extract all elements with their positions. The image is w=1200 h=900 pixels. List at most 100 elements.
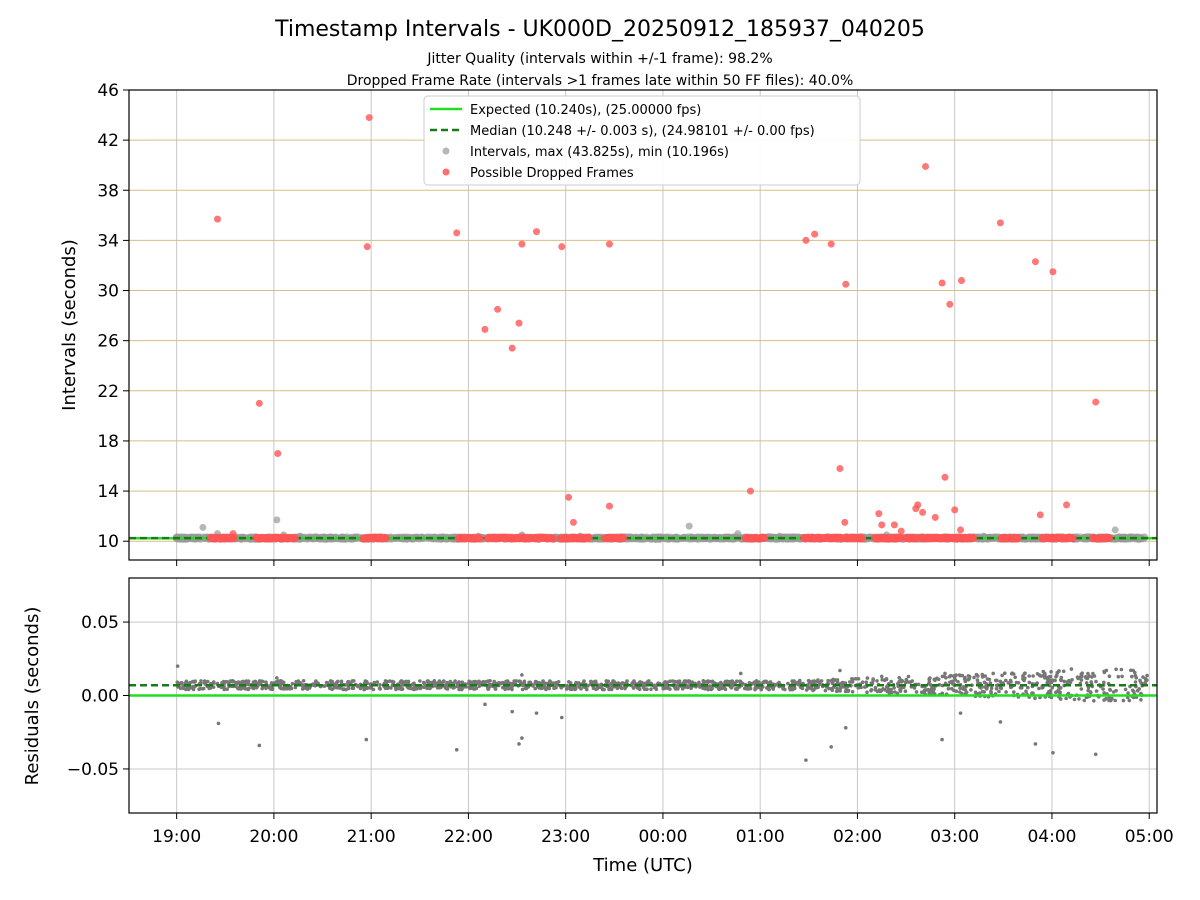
residual-point xyxy=(314,679,318,683)
residual-point xyxy=(1121,698,1126,703)
residual-point xyxy=(506,686,511,691)
residual-point xyxy=(179,681,184,685)
legend-box xyxy=(423,95,861,186)
residual-point xyxy=(1021,677,1025,681)
residual-point xyxy=(1102,680,1106,685)
residual-point xyxy=(903,680,908,685)
residual-point xyxy=(873,688,878,692)
x-tick-label: 00:00 xyxy=(638,827,687,847)
residual-point xyxy=(433,684,438,688)
residual-point xyxy=(956,680,960,684)
residual-point xyxy=(1037,673,1042,677)
dropped-frame-point xyxy=(1013,534,1022,542)
residual-point xyxy=(823,688,828,693)
residual-point xyxy=(554,681,558,685)
residual-point xyxy=(365,686,369,690)
dropped-frame-point xyxy=(214,215,222,223)
dropped-frame-point xyxy=(1049,268,1057,276)
residual-point xyxy=(850,680,855,684)
residual-point xyxy=(412,687,417,692)
legend-intervals-swatch xyxy=(442,147,450,155)
residual-point xyxy=(668,679,672,683)
residual-point xyxy=(904,677,909,682)
residual-point xyxy=(807,681,812,685)
residual-point xyxy=(517,679,522,683)
residual-point xyxy=(301,679,306,683)
residual-point xyxy=(221,679,226,684)
residual-point xyxy=(1037,686,1041,691)
residual-point xyxy=(1107,674,1112,678)
dropped-frame-point xyxy=(931,513,939,521)
residual-point xyxy=(1033,742,1038,746)
residual-point xyxy=(1026,685,1030,690)
residual-point xyxy=(600,687,605,691)
residual-point xyxy=(735,679,739,683)
x-tick-label: 04:00 xyxy=(1027,827,1076,847)
residual-point xyxy=(1135,688,1140,693)
residual-point xyxy=(425,679,430,683)
residual-point xyxy=(1113,698,1117,703)
residual-point xyxy=(512,680,517,684)
interval-point xyxy=(199,523,207,531)
residual-point xyxy=(1045,681,1049,685)
legend-dropped-swatch xyxy=(442,168,450,176)
dropped-frame-point xyxy=(229,530,237,538)
dropped-frame-point xyxy=(938,279,946,287)
residual-point xyxy=(454,748,459,752)
dropped-frame-point xyxy=(760,533,769,542)
residual-point xyxy=(399,679,404,683)
legend-intervals-label: Intervals, max (43.825s), min (10.196s) xyxy=(470,145,729,160)
residual-point xyxy=(1102,691,1106,695)
residual-point xyxy=(966,677,970,682)
dropped-frame-point xyxy=(363,243,371,251)
residual-point xyxy=(408,686,413,690)
residual-point xyxy=(1143,681,1147,685)
x-tick-label: 19:00 xyxy=(152,827,201,847)
dropped-frame-point xyxy=(941,473,949,481)
residual-point xyxy=(936,677,941,682)
residual-point xyxy=(948,680,952,685)
residual-point xyxy=(619,686,624,691)
residual-point xyxy=(261,679,265,684)
residual-point xyxy=(985,677,990,681)
residual-point xyxy=(1051,750,1055,755)
residual-point xyxy=(765,686,769,690)
residual-point xyxy=(843,726,848,730)
residual-point xyxy=(615,686,620,691)
intervals-panel: 10 14 18 22 26 30 34 38 42 46 xyxy=(97,81,1158,566)
residual-point xyxy=(503,681,508,685)
residual-point xyxy=(885,685,889,689)
residual-point xyxy=(1127,698,1132,703)
residual-point xyxy=(257,743,262,748)
residual-point xyxy=(1083,675,1088,679)
residual-point xyxy=(758,686,763,690)
residual-point xyxy=(1057,669,1061,673)
residual-point xyxy=(1084,681,1089,685)
residual-point xyxy=(912,686,917,690)
residual-point xyxy=(282,687,286,691)
residual-point xyxy=(589,679,593,684)
x-axis-label: Time (UTC) xyxy=(592,855,693,876)
residual-point xyxy=(989,689,993,694)
residual-point xyxy=(958,711,963,715)
residual-point xyxy=(364,737,369,742)
residual-point xyxy=(748,686,753,691)
residual-point xyxy=(1102,698,1106,702)
top-y-tick-label: 26 xyxy=(97,332,119,352)
dropped-frame-point xyxy=(619,534,628,543)
dropped-frame-point xyxy=(896,534,905,543)
residual-point xyxy=(1145,673,1149,678)
residual-point xyxy=(908,680,913,684)
residual-point xyxy=(533,686,537,691)
dropped-frame-point xyxy=(605,502,613,510)
residual-point xyxy=(819,679,824,683)
residual-point xyxy=(201,686,206,691)
dropped-frame-point xyxy=(875,510,883,518)
residual-point xyxy=(238,681,243,685)
legend-dropped-label: Possible Dropped Frames xyxy=(470,166,634,181)
residual-point xyxy=(817,682,822,687)
residual-point xyxy=(889,679,893,684)
legend: Expected (10.240s), (25.00000 fps) Media… xyxy=(423,95,861,186)
residual-point xyxy=(324,680,329,685)
dropped-frame-point xyxy=(569,518,577,526)
